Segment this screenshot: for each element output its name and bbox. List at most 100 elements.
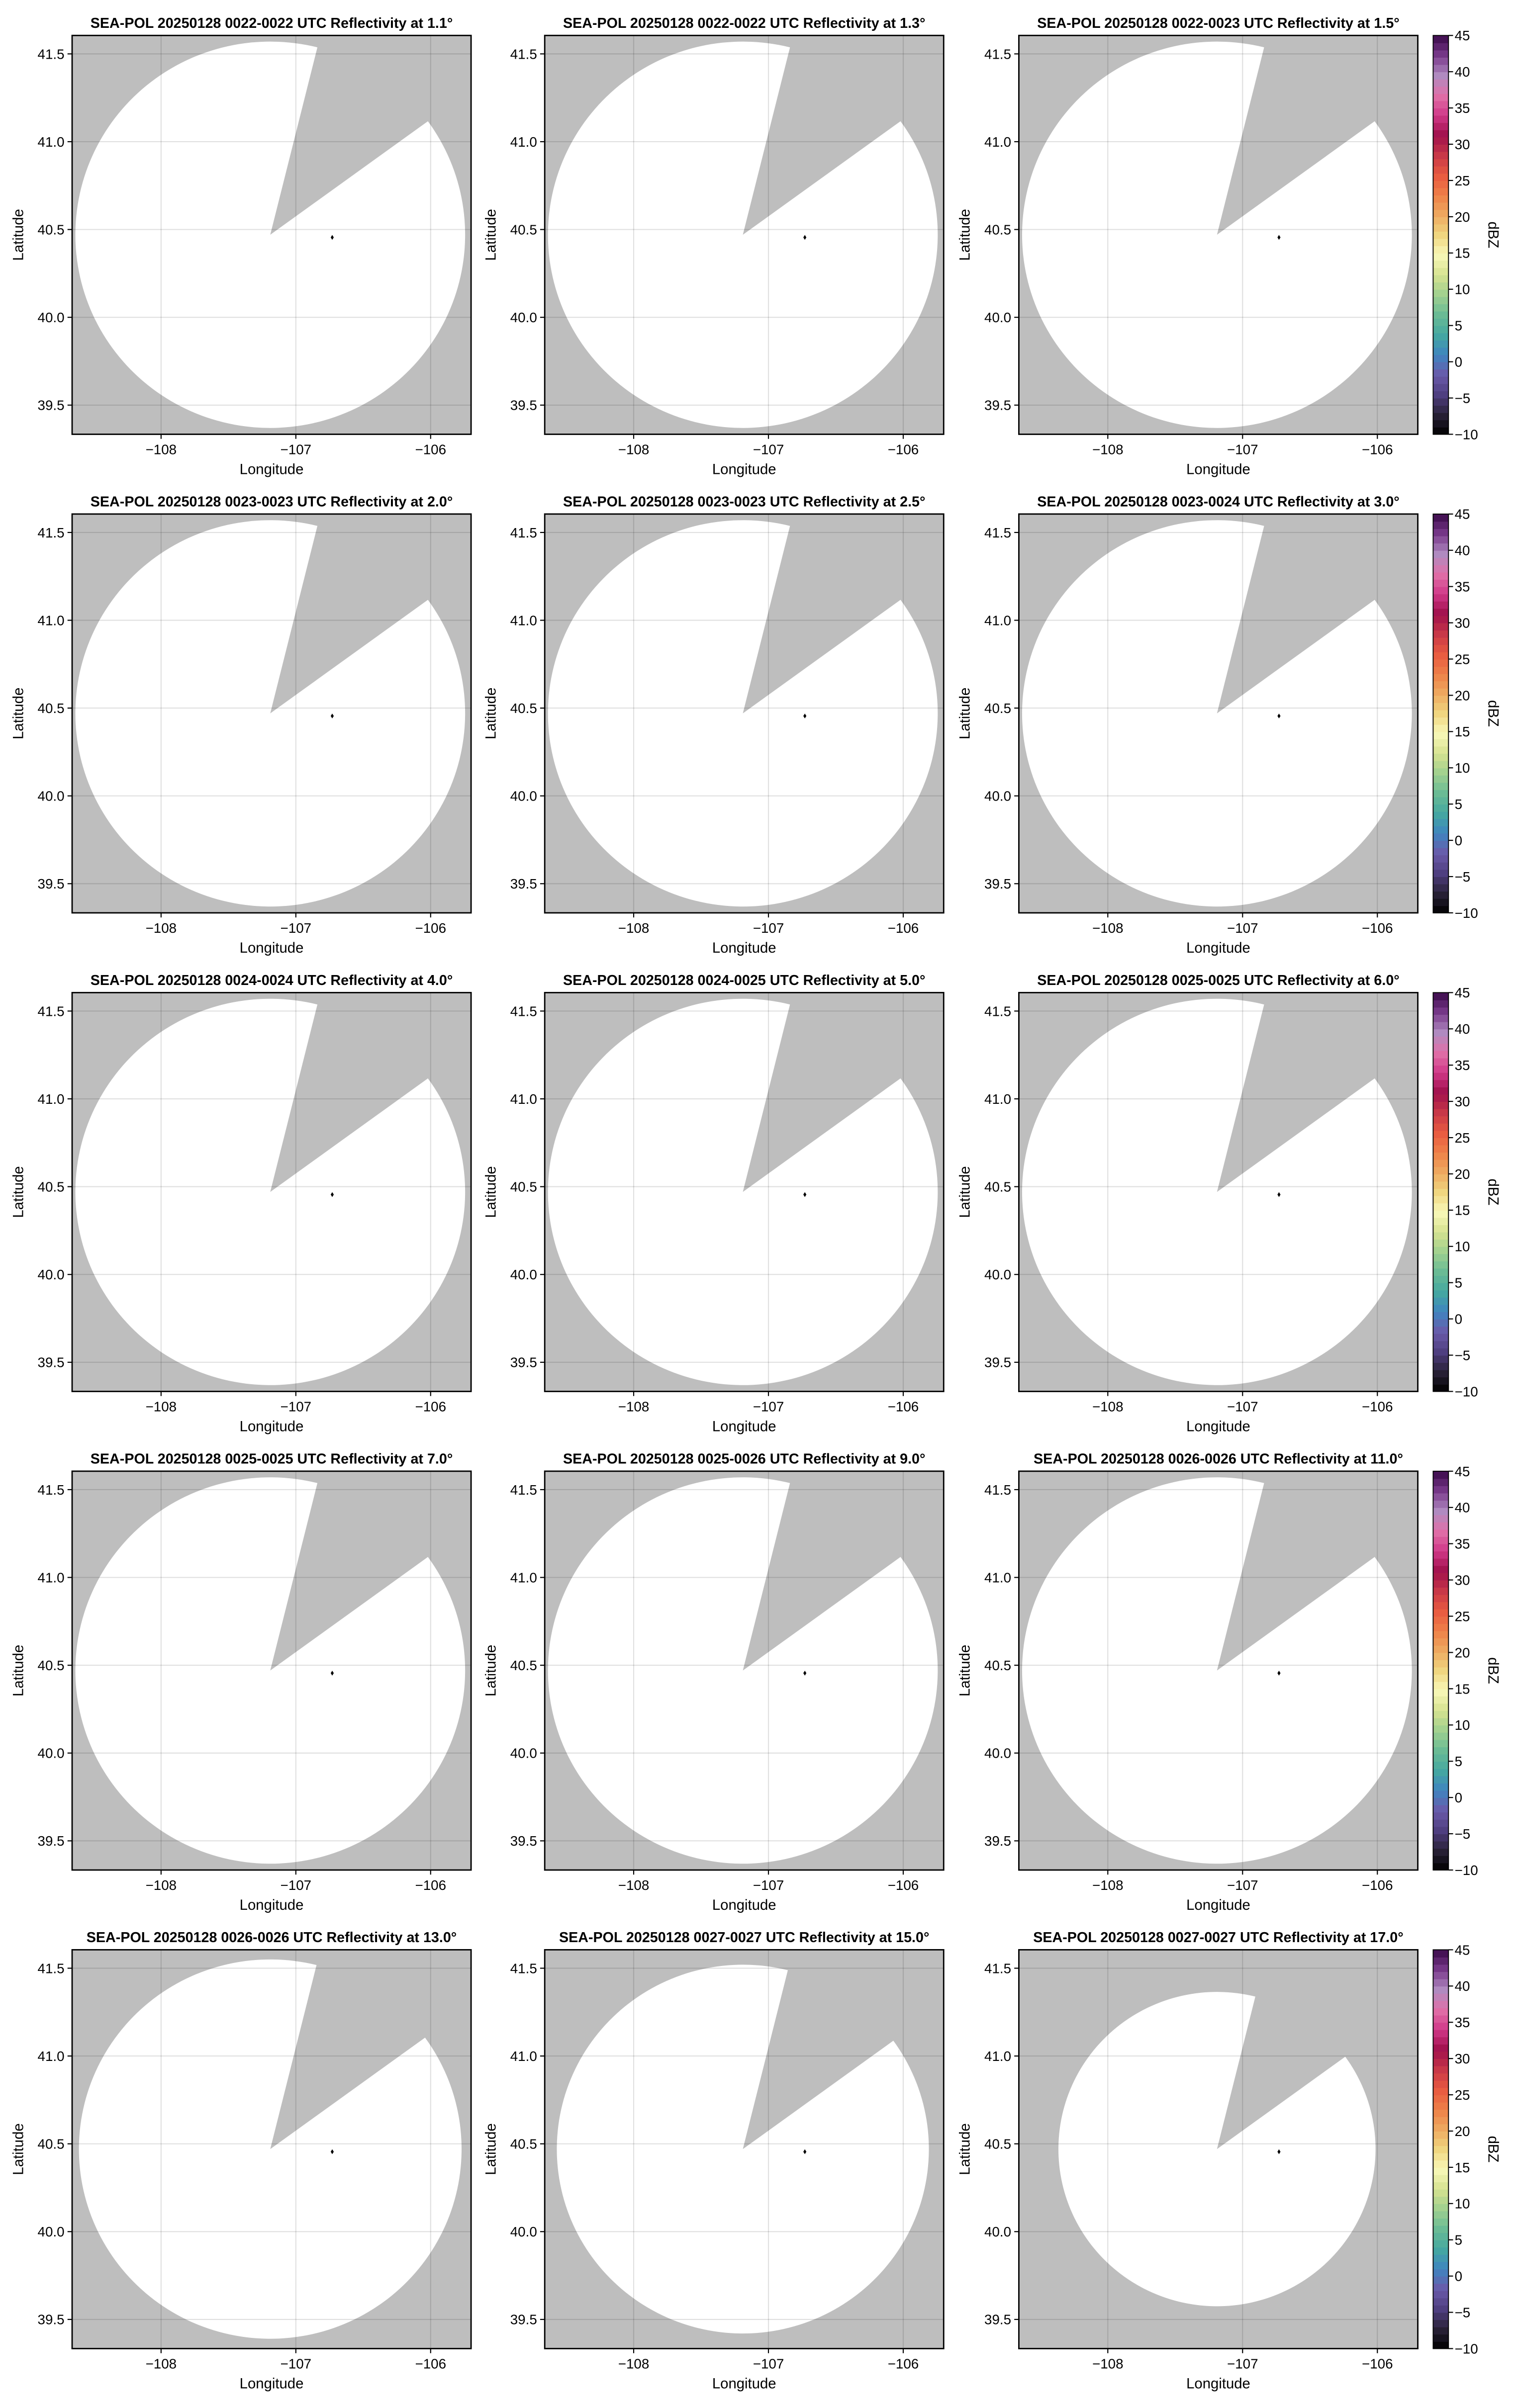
- colorbar-bin: [1433, 746, 1449, 754]
- colorbar-tick-label: 25: [1455, 173, 1470, 188]
- x-tick-label: −108: [1092, 2356, 1124, 2372]
- panel-title: SEA-POL 20250128 0026-0026 UTC Reflectiv…: [87, 1930, 457, 1946]
- radar-marker-point: [803, 1671, 807, 1676]
- colorbar-tick-label: 5: [1455, 2232, 1462, 2248]
- colorbar-bin: [1433, 224, 1449, 232]
- y-tick-label: 40.0: [984, 310, 1011, 325]
- y-tick-label: 40.5: [38, 2137, 65, 2152]
- x-tick-label: −107: [281, 442, 312, 457]
- colorbar-bin: [1433, 64, 1449, 73]
- y-tick-label: 41.0: [984, 613, 1011, 628]
- colorbar-bin: [1433, 1710, 1449, 1718]
- x-tick-label: −106: [415, 920, 447, 936]
- radar-coverage-area: [75, 520, 466, 907]
- colorbar-bin: [1433, 129, 1449, 138]
- x-axis-label: Longitude: [712, 1897, 776, 1913]
- colorbar-tick-label: −10: [1455, 1863, 1478, 1878]
- axes-frame: [544, 991, 945, 1392]
- y-tick-label: 40.5: [510, 701, 537, 716]
- map-panel: SEA-POL 20250128 0027-0027 UTC Reflectiv…: [957, 1930, 1419, 2392]
- y-axis-label: Latitude: [10, 1166, 26, 1218]
- colorbar-bin: [1433, 2239, 1449, 2248]
- colorbar-bin: [1433, 1188, 1449, 1196]
- colorbar-bin: [1433, 717, 1449, 725]
- colorbar-tick-label: −5: [1455, 869, 1471, 885]
- y-tick-label: 39.5: [38, 1355, 65, 1370]
- colorbar-bin: [1433, 550, 1449, 558]
- colorbar-bin: [1433, 376, 1449, 384]
- colorbar-bin: [1433, 797, 1449, 805]
- colorbar-bin: [1433, 1101, 1449, 1109]
- map-panel: SEA-POL 20250128 0022-0023 UTC Reflectiv…: [957, 15, 1419, 478]
- colorbar-bin: [1433, 673, 1449, 682]
- colorbar-bin: [1433, 369, 1449, 377]
- radar-coverage-area: [79, 1959, 462, 2339]
- colorbar-bin: [1433, 246, 1449, 254]
- colorbar-label: dBZ: [1485, 1179, 1501, 1206]
- colorbar-frame: [1432, 1949, 1449, 2349]
- y-tick-label: 39.5: [510, 1355, 537, 1370]
- colorbar-bin: [1433, 340, 1449, 348]
- panel-title: SEA-POL 20250128 0023-0023 UTC Reflectiv…: [563, 494, 926, 510]
- x-axis-label: Longitude: [1186, 1419, 1250, 1435]
- colorbar-tick-label: 45: [1455, 1942, 1470, 1958]
- radar-coverage-area: [1022, 520, 1412, 907]
- radar-coverage-area: [1058, 1992, 1376, 2307]
- y-tick-label: 41.0: [510, 613, 537, 628]
- colorbar-bin: [1433, 1347, 1449, 1356]
- colorbar-bin: [1433, 2124, 1449, 2132]
- colorbar-tick-label: 0: [1455, 1311, 1462, 1327]
- y-tick-label: 39.5: [984, 2312, 1011, 2327]
- colorbar-bin: [1433, 1717, 1449, 1726]
- x-tick-label: −108: [1092, 442, 1124, 457]
- colorbar-bin: [1433, 1384, 1449, 1392]
- colorbar-bin: [1433, 1369, 1449, 1378]
- colorbar-bin: [1433, 543, 1449, 551]
- x-axis-label: Longitude: [1186, 461, 1250, 478]
- colorbar-bin: [1433, 1079, 1449, 1087]
- y-tick-label: 39.5: [984, 1355, 1011, 1370]
- x-axis-label: Longitude: [712, 940, 776, 956]
- radar-marker-point: [1277, 1671, 1281, 1676]
- colorbar-tick-label: 15: [1455, 246, 1470, 261]
- panel-title: SEA-POL 20250128 0025-0025 UTC Reflectiv…: [1037, 973, 1400, 988]
- y-tick-label: 41.0: [510, 134, 537, 150]
- y-tick-label: 40.0: [38, 1267, 65, 1282]
- colorbar-bin: [1433, 361, 1449, 370]
- y-tick-label: 41.5: [984, 46, 1011, 62]
- x-axis-label: Longitude: [712, 461, 776, 478]
- colorbar-bin: [1433, 825, 1449, 834]
- colorbar-bin: [1433, 1312, 1449, 1320]
- colorbar-bin: [1433, 1826, 1449, 1834]
- colorbar-tick-label: −10: [1455, 2341, 1478, 2356]
- colorbar-bin: [1433, 840, 1449, 848]
- colorbar-bin: [1433, 405, 1449, 413]
- colorbar-bin: [1433, 992, 1449, 1000]
- colorbar-bin: [1433, 1232, 1449, 1240]
- colorbar-bin: [1433, 1819, 1449, 1827]
- map-panel: SEA-POL 20250128 0022-0022 UTC Reflectiv…: [10, 15, 472, 478]
- colorbar-bin: [1433, 1290, 1449, 1298]
- radar-coverage-area: [548, 1477, 938, 1864]
- axes-frame: [1018, 34, 1419, 435]
- colorbar-bin: [1433, 1260, 1449, 1269]
- colorbar-bin: [1433, 1282, 1449, 1291]
- colorbar-bin: [1433, 731, 1449, 739]
- colorbar-tick-label: 25: [1455, 651, 1470, 667]
- colorbar-bin: [1433, 2334, 1449, 2342]
- colorbar-tick-label: 10: [1455, 1717, 1470, 1733]
- colorbar-tick-label: 35: [1455, 100, 1470, 116]
- colorbar-bin: [1433, 1094, 1449, 1102]
- y-axis-label: Latitude: [482, 688, 499, 739]
- colorbar-bin: [1433, 1195, 1449, 1204]
- colorbar-bin: [1433, 1007, 1449, 1015]
- colorbar-bin: [1433, 260, 1449, 268]
- colorbar-bin: [1433, 93, 1449, 101]
- colorbar-bin: [1433, 1761, 1449, 1769]
- colorbar-frame: [1432, 992, 1449, 1392]
- colorbar-bin: [1433, 2145, 1449, 2153]
- colorbar-bin: [1433, 1181, 1449, 1189]
- colorbar-bin: [1433, 1543, 1449, 1552]
- colorbar-bin: [1433, 1950, 1449, 1958]
- colorbar-bin: [1433, 586, 1449, 595]
